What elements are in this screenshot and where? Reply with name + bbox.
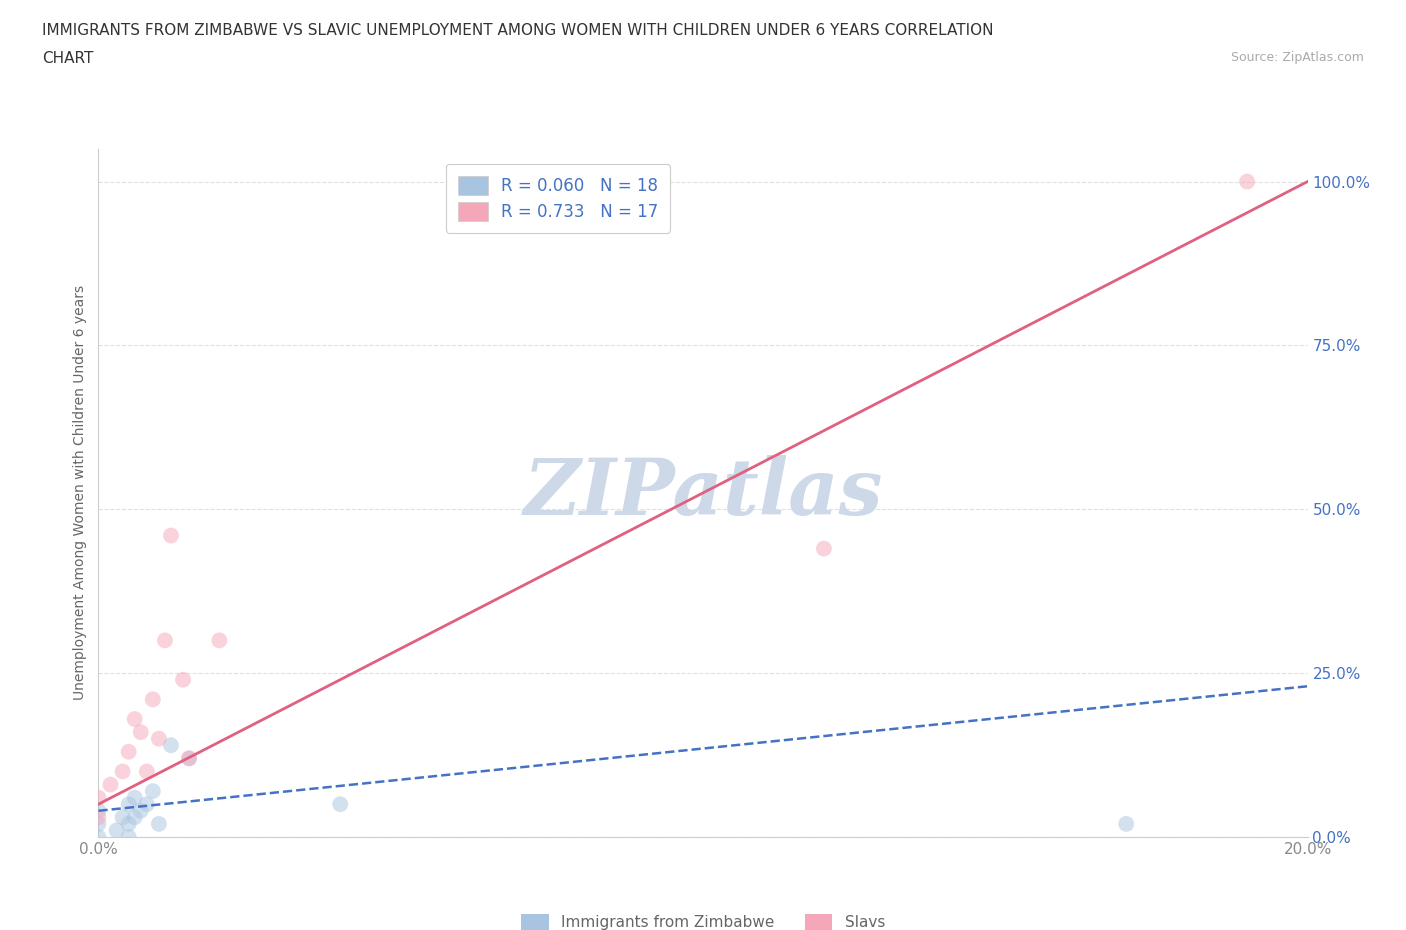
Point: [148, 731, 170, 746]
Point: [111, 764, 134, 779]
Point: [135, 764, 157, 779]
Point: [177, 751, 201, 765]
Point: [142, 692, 165, 707]
Point: [111, 810, 134, 825]
Text: CHART: CHART: [42, 51, 94, 66]
Point: [118, 797, 141, 812]
Y-axis label: Unemployment Among Women with Children Under 6 years: Unemployment Among Women with Children U…: [73, 286, 87, 700]
Point: [124, 711, 146, 726]
Text: Source: ZipAtlas.com: Source: ZipAtlas.com: [1230, 51, 1364, 64]
Text: ZIPatlas: ZIPatlas: [523, 455, 883, 531]
Point: [118, 830, 141, 844]
Point: [160, 737, 183, 752]
Point: [118, 817, 141, 831]
Point: [129, 804, 152, 818]
Point: [118, 744, 141, 759]
Point: [87, 817, 110, 831]
Point: [124, 790, 146, 805]
Legend: Immigrants from Zimbabwe, Slavs: Immigrants from Zimbabwe, Slavs: [513, 907, 893, 930]
Point: [87, 830, 110, 844]
Point: [142, 784, 165, 799]
Point: [160, 528, 183, 543]
Point: [148, 817, 170, 831]
Point: [177, 751, 201, 765]
Point: [87, 804, 110, 818]
Point: [1236, 174, 1258, 189]
Point: [1115, 817, 1137, 831]
Point: [813, 541, 835, 556]
Point: [124, 810, 146, 825]
Point: [100, 777, 122, 792]
Point: [135, 797, 157, 812]
Point: [105, 823, 128, 838]
Point: [129, 724, 152, 739]
Point: [329, 797, 352, 812]
Point: [87, 790, 110, 805]
Point: [153, 633, 176, 648]
Point: [208, 633, 231, 648]
Text: IMMIGRANTS FROM ZIMBABWE VS SLAVIC UNEMPLOYMENT AMONG WOMEN WITH CHILDREN UNDER : IMMIGRANTS FROM ZIMBABWE VS SLAVIC UNEMP…: [42, 23, 994, 38]
Point: [172, 672, 194, 687]
Point: [87, 810, 110, 825]
